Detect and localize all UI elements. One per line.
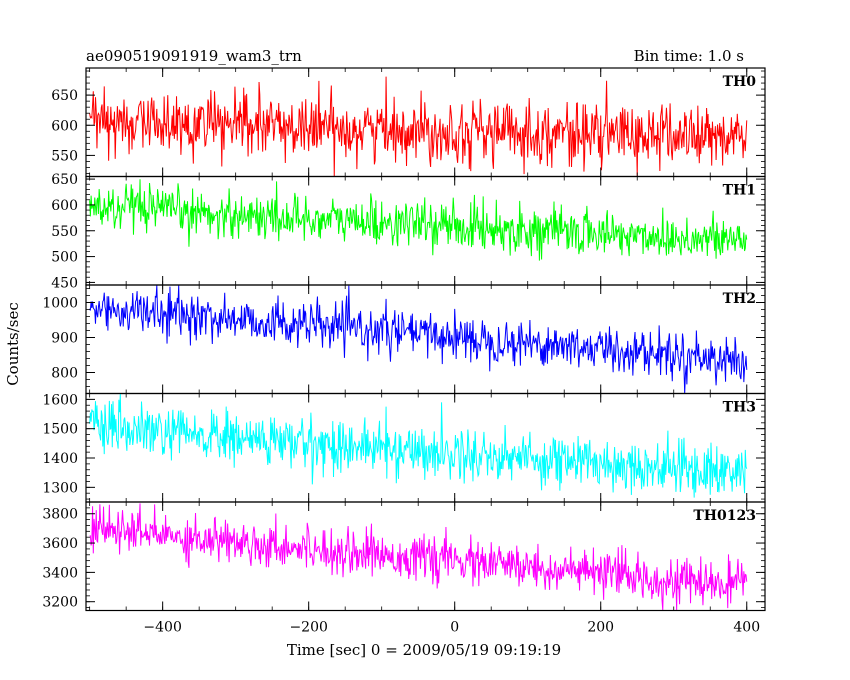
panels-group: 550 600 650 TH0 450 500 550 600 650 TH1 800 900 1000…	[42, 67, 766, 636]
panel-th3: 1300 1400 1500 1600 TH3	[42, 392, 766, 503]
y-tick-label: 650	[51, 172, 78, 188]
y-tick-label: 1300	[42, 480, 78, 496]
series-th0123	[89, 503, 748, 611]
panel-th2: 800 900 1000 TH2	[42, 284, 766, 395]
y-tick-label: 3600	[42, 536, 78, 552]
panel-th0: 550 600 650 TH0	[51, 67, 766, 178]
panel-label: TH2	[723, 291, 756, 307]
y-tick-label: 1600	[42, 392, 78, 408]
chart-title: ae090519091919_wam3_trn	[86, 47, 302, 65]
x-axis-label: Time [sec] 0 = 2009/05/19 09:19:19	[287, 641, 561, 659]
y-tick-label: 450	[51, 275, 78, 291]
panel-label: TH3	[723, 400, 756, 416]
x-tick-label: −400	[143, 620, 181, 636]
panel-frame	[85, 284, 766, 395]
y-tick-label: 900	[51, 331, 78, 347]
y-axis-label: Counts/sec	[4, 302, 22, 386]
x-tick-label: 400	[733, 620, 760, 636]
bin-time-label: Bin time: 1.0 s	[634, 47, 744, 65]
series-th2	[89, 284, 748, 394]
x-tick-label: 0	[450, 620, 459, 636]
y-tick-label: 650	[51, 88, 78, 104]
panel-th1: 450 500 550 600 650 TH1	[51, 172, 766, 291]
y-tick-label: 550	[51, 148, 78, 164]
panel-th0123: 3200 3400 3600 3800 TH0123 −400 −200 0 200 400	[42, 501, 766, 636]
y-tick-label: 600	[51, 198, 78, 214]
panel-label: TH1	[723, 183, 756, 199]
series-th1	[89, 179, 748, 261]
panel-label: TH0123	[693, 508, 756, 524]
x-tick-label: −200	[289, 620, 327, 636]
y-tick-label: 1000	[42, 296, 78, 312]
y-tick-label: 1400	[42, 451, 78, 467]
panel-label: TH0	[723, 74, 757, 90]
y-tick-label: 3200	[42, 595, 78, 611]
y-tick-label: 550	[51, 224, 78, 240]
series-th3	[89, 393, 748, 498]
y-tick-label: 500	[51, 250, 78, 266]
y-tick-label: 1500	[42, 422, 78, 438]
y-tick-label: 3400	[42, 565, 78, 581]
series-th0	[89, 76, 748, 177]
x-tick-label: 200	[587, 620, 614, 636]
panel-frame	[85, 501, 766, 612]
y-tick-label: 800	[51, 366, 78, 382]
y-tick-label: 600	[51, 118, 78, 134]
y-tick-label: 3800	[42, 507, 78, 523]
